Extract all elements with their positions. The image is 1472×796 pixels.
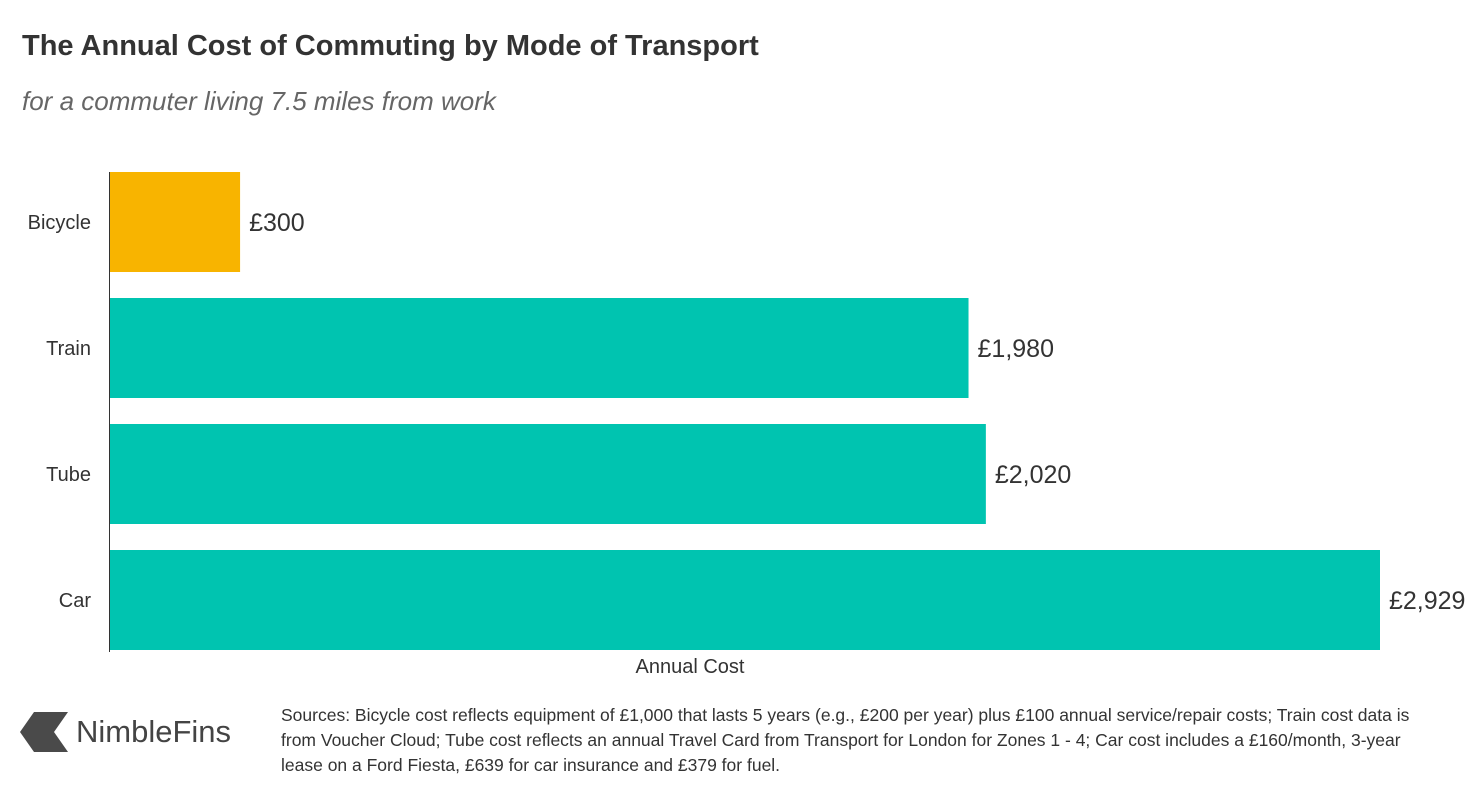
category-label-car: Car [59, 590, 92, 612]
value-label-bicycle: £300 [249, 209, 305, 237]
value-label-train: £1,980 [978, 335, 1054, 363]
bar-tube [110, 424, 986, 524]
category-label-train: Train [46, 338, 91, 360]
chart-subtitle: for a commuter living 7.5 miles from wor… [22, 86, 496, 116]
bar-train [110, 298, 969, 398]
nimblefins-chevron-logo-icon [20, 712, 68, 752]
chart-title: The Annual Cost of Commuting by Mode of … [22, 30, 759, 62]
category-label-tube: Tube [46, 464, 91, 486]
value-label-tube: £2,020 [995, 461, 1071, 489]
sources-note: Sources: Bicycle cost reflects equipment… [281, 705, 1410, 775]
bar-car [110, 550, 1380, 650]
brand-name: NimbleFins [76, 714, 232, 749]
bars-layer [110, 172, 1380, 650]
x-axis-title: Annual Cost [636, 656, 745, 678]
value-label-car: £2,929 [1389, 587, 1465, 615]
bar-bicycle [110, 172, 241, 272]
category-label-bicycle: Bicycle [28, 212, 91, 234]
brand: NimbleFins [20, 710, 231, 754]
labels-layer: Bicycle £300 Train £1,980 Tube £2,020 Car £2,92… [28, 209, 1466, 615]
